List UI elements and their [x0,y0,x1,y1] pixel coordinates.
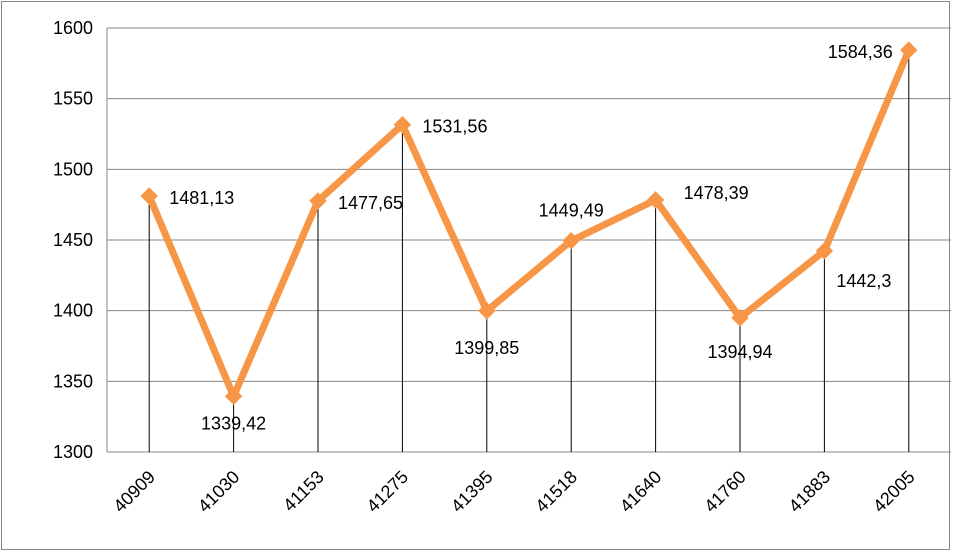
y-tick-label: 1600 [53,18,93,38]
data-label: 1477,65 [338,193,403,213]
series-line-path [145,46,913,400]
y-axis-ticks: 1300 1350 1400 1450 1500 1550 1600 [53,18,93,462]
data-point [393,116,412,134]
data-point [646,191,665,209]
data-label: 1394,94 [707,342,772,362]
data-point [562,232,580,250]
x-tick-label: 41640 [616,467,666,517]
data-label: 1584,36 [828,42,893,62]
data-label: 1531,56 [422,117,487,137]
data-label: 1449,49 [539,201,604,221]
data-point [309,192,327,210]
x-tick-label: 41275 [363,467,413,517]
y-tick-label: 1500 [53,159,93,179]
x-tick-label: 40909 [109,467,159,517]
data-point [224,387,243,405]
data-label: 1442,3 [836,271,891,291]
data-labels: 1481,13 1339,42 1477,65 1531,56 1399,85 1449,… [169,42,893,433]
data-label: 1339,42 [201,413,266,433]
y-tick-label: 1550 [53,89,93,109]
y-tick-label: 1350 [53,371,93,391]
data-point [731,309,749,327]
data-point [140,187,158,205]
data-point [815,242,834,260]
x-tick-label: 41883 [785,467,835,517]
y-tick-label: 1400 [53,301,93,321]
drop-lines [148,50,910,452]
x-tick-label: 42005 [869,467,919,517]
y-tick-label: 1300 [53,442,93,462]
gridlines [106,27,951,453]
x-tick-label: 41395 [447,467,497,517]
data-label: 1481,13 [169,188,234,208]
data-markers [140,41,918,405]
x-tick-label: 41153 [279,467,328,516]
x-axis-ticks: 40909 41030 41153 41275 41395 41518 41640 41760… [109,467,918,517]
data-label: 1399,85 [454,338,519,358]
x-tick-label: 41030 [194,467,244,517]
y-tick-label: 1450 [53,230,93,250]
series-line [145,46,913,400]
data-point [478,302,496,320]
x-tick-label: 41760 [700,467,750,517]
x-tick-label: 41518 [531,467,581,517]
data-label: 1478,39 [684,183,749,203]
data-point [900,41,918,59]
